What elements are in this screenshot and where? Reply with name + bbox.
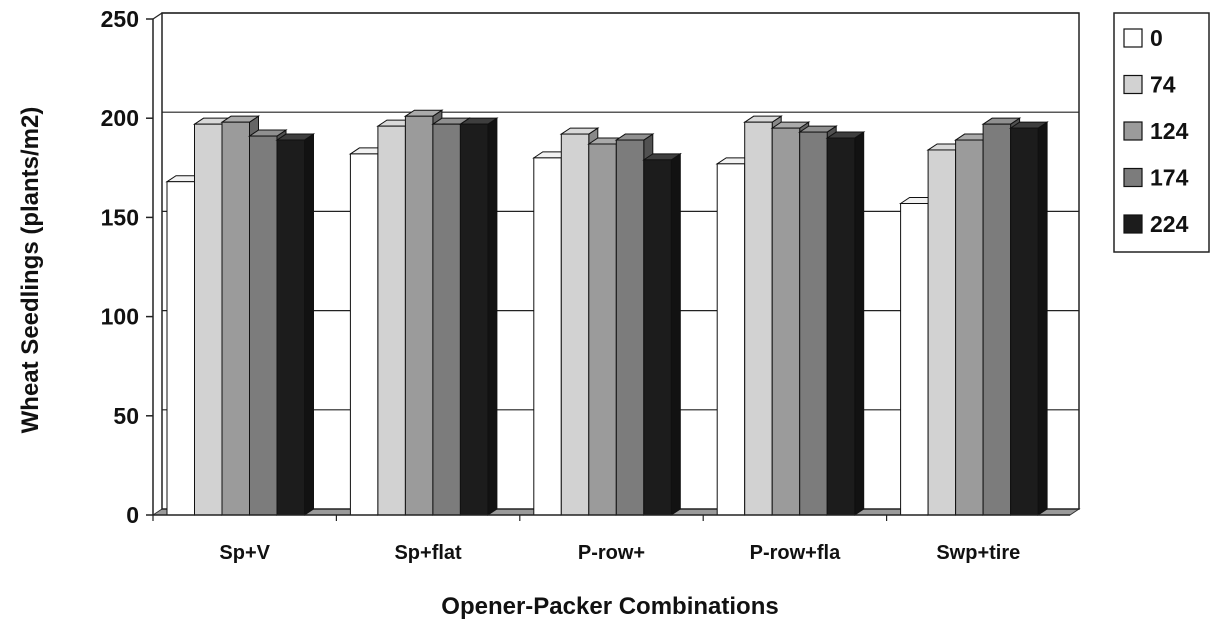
bar-front xyxy=(221,121,250,516)
axes: 0 50 100 150 200 250 Sp+V Sp+flat P-row+ P-row+fl… xyxy=(101,6,1070,564)
bar-front xyxy=(533,157,562,516)
bar-front xyxy=(276,139,305,516)
x-tick-label: P-row+fla xyxy=(750,542,841,564)
bar-front xyxy=(432,123,461,516)
bar-front xyxy=(744,121,773,516)
legend-swatch xyxy=(1123,167,1143,188)
bar-side xyxy=(487,117,498,516)
bar-side xyxy=(670,152,681,516)
legend-label: 224 xyxy=(1150,211,1189,237)
x-tick-label: Sp+flat xyxy=(394,542,462,564)
bars xyxy=(165,109,1049,516)
y-tick-label: 200 xyxy=(101,105,139,131)
bar-front xyxy=(799,131,828,516)
bar-front xyxy=(771,127,801,516)
bar-front xyxy=(377,125,406,516)
x-tick-label: Swp+tire xyxy=(936,542,1020,564)
bar-front xyxy=(900,203,929,516)
bar-front xyxy=(615,139,645,516)
legend: 0 74 124 174 224 xyxy=(1113,12,1210,253)
bar-side xyxy=(854,131,865,516)
bar-front xyxy=(826,137,856,516)
bar-front xyxy=(1010,127,1039,516)
bar-side xyxy=(304,133,314,516)
bar-front xyxy=(982,123,1012,516)
bar-front xyxy=(588,143,617,516)
legend-label: 0 xyxy=(1150,25,1163,51)
bar-front xyxy=(955,139,984,516)
bar-front xyxy=(927,149,957,516)
bar xyxy=(1008,121,1049,516)
legend-swatch xyxy=(1123,74,1143,95)
bar-front xyxy=(349,153,379,516)
y-tick-label: 100 xyxy=(101,304,139,330)
bar-front xyxy=(643,159,672,516)
legend-label: 174 xyxy=(1150,165,1189,191)
legend-label: 124 xyxy=(1150,118,1189,144)
bar-side xyxy=(1037,121,1048,516)
y-axis-title: Wheat Seedlings (plants/m2) xyxy=(17,107,44,434)
wall-edge xyxy=(152,12,163,20)
x-tick-label: Sp+V xyxy=(219,542,270,564)
bar xyxy=(642,152,682,516)
legend-swatch xyxy=(1123,214,1143,234)
x-tick-label: P-row+ xyxy=(578,542,645,564)
bar-front xyxy=(404,115,434,516)
y-tick-label: 0 xyxy=(126,502,139,528)
legend-swatch xyxy=(1123,121,1143,141)
bar-front xyxy=(194,123,223,516)
bar xyxy=(275,133,316,516)
bar-front xyxy=(249,135,278,516)
x-axis-title: Opener-Packer Combinations xyxy=(441,593,778,620)
bar xyxy=(458,117,499,516)
bar-front xyxy=(459,123,489,516)
legend-label: 74 xyxy=(1150,72,1176,98)
legend-swatch xyxy=(1123,28,1143,48)
y-tick-label: 150 xyxy=(101,204,139,230)
bar-front xyxy=(560,133,590,516)
bar-front xyxy=(716,163,746,516)
y-tick-label: 50 xyxy=(113,403,139,429)
y-tick-label: 250 xyxy=(101,6,139,32)
bar-front xyxy=(166,181,195,516)
bar xyxy=(825,131,866,516)
